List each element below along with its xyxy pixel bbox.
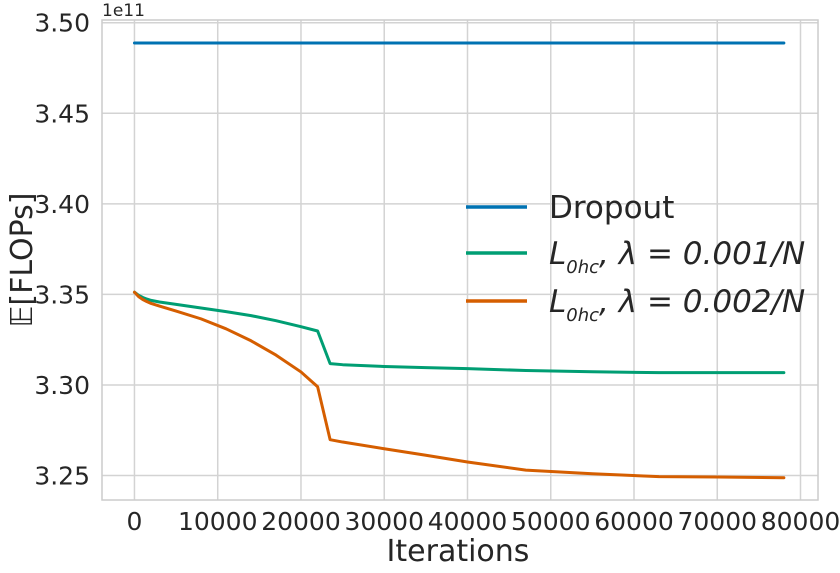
legend-tail: , λ = 0.001/N (599, 236, 805, 272)
legend-entry-1: L0hc, λ = 0.001/N (549, 236, 805, 278)
y-tick-label: 3.25 (34, 462, 90, 491)
y-tick-label: 3.50 (34, 9, 90, 38)
x-tick-label: 30000 (344, 507, 424, 536)
y-tick-label: 3.30 (34, 371, 90, 400)
legend-entry-0: Dropout (549, 190, 674, 226)
y-tick-label: 3.40 (34, 190, 90, 219)
plot-area (102, 20, 818, 500)
x-tick-label: 60000 (594, 507, 674, 536)
x-tick-label: 40000 (428, 507, 508, 536)
y-tick-label: 3.35 (34, 280, 90, 309)
legend-subscript: 0hc (566, 305, 599, 326)
series-lines (132, 41, 786, 480)
x-tick-label: 70000 (677, 507, 757, 536)
y-tick-label: 3.45 (34, 99, 90, 128)
x-tick-label: 50000 (511, 507, 591, 536)
legend-entry-2: L0hc, λ = 0.002/N (549, 284, 805, 326)
legend-main: L (549, 284, 566, 320)
x-axis-label: Iterations (387, 534, 530, 569)
series-line-1 (132, 290, 786, 375)
x-tick-label: 80000 (761, 507, 840, 536)
legend-main: Dropout (549, 190, 674, 226)
plot-frame (101, 19, 819, 501)
x-tick-label: 0 (127, 507, 143, 536)
x-tick-label: 20000 (261, 507, 341, 536)
x-tick-label: 10000 (178, 507, 258, 536)
legend-main: L (549, 236, 566, 272)
series-line-2 (132, 290, 786, 480)
legend-tail: , λ = 0.002/N (599, 284, 805, 320)
y-axis-label: 𝔼[FLOPs] (5, 193, 40, 328)
tick-labels: 0 10000 20000 30000 40000 50000 60000 70000 8000… (34, 9, 840, 536)
y-exponent-label: 1e11 (102, 1, 145, 21)
legend-subscript: 0hc (566, 257, 599, 278)
